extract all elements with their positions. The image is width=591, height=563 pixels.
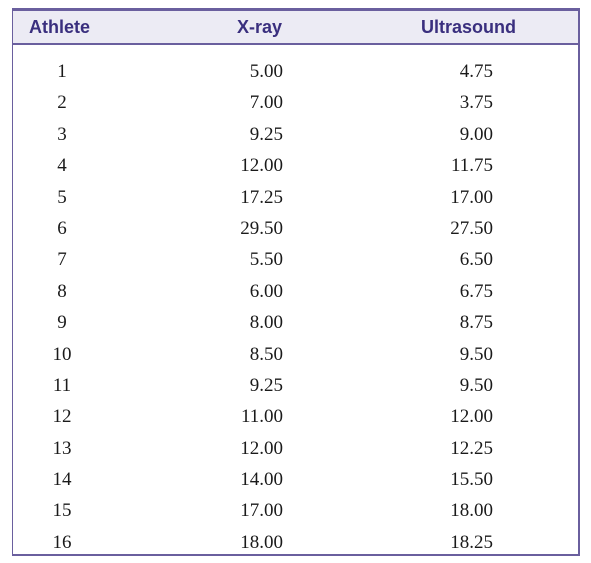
cell-ultrasound: 8.75: [459, 312, 493, 334]
table-row: 12 11.00 12.00: [13, 401, 578, 432]
cell-athlete: 3: [57, 123, 67, 145]
cell-ultrasound: 18.25: [450, 531, 493, 553]
table-row: 2 7.00 3.75: [13, 87, 578, 118]
cell-xray: 29.50: [240, 217, 283, 239]
cell-ultrasound: 9.50: [459, 343, 493, 365]
table-row: 13 12.00 12.25: [13, 433, 578, 464]
cell-xray: 5.50: [249, 249, 283, 271]
column-header-ultrasound: Ultrasound: [421, 17, 517, 37]
cell-athlete: 1: [57, 61, 67, 82]
cell-athlete: 6: [57, 217, 67, 239]
table-row: 11 9.25 9.50: [13, 370, 578, 401]
cell-ultrasound: 17.00: [450, 186, 493, 208]
cell-xray: 17.25: [240, 186, 283, 208]
cell-athlete: 15: [52, 500, 72, 522]
cell-ultrasound: 6.75: [459, 280, 493, 302]
table-row: 4 12.00 11.75: [13, 150, 578, 181]
table-row: 8 6.00 6.75: [13, 276, 578, 307]
column-header-athlete: Athlete: [29, 17, 91, 37]
table-row: 14 14.00 15.50: [13, 464, 578, 495]
cell-xray: 18.00: [240, 531, 283, 553]
cell-xray: 12.00: [240, 437, 283, 459]
cell-athlete: 10: [52, 343, 72, 365]
cell-ultrasound: 6.50: [459, 249, 493, 271]
table-row: 7 5.50 6.50: [13, 244, 578, 275]
cell-xray: 11.00: [240, 406, 283, 428]
table-body: 1 5.00 4.75 2 7.00 3.75 3 9.25 9.00 4 12.00 11.75 5 1…: [13, 56, 578, 558]
cell-xray: 7.00: [249, 92, 283, 114]
column-header-xray: X-ray: [237, 17, 283, 37]
cell-athlete: 9: [57, 312, 67, 334]
table-row: 10 8.50 9.50: [13, 339, 578, 370]
cell-ultrasound: 9.50: [459, 374, 493, 396]
cell-athlete: 7: [57, 249, 67, 271]
table-row: 15 17.00 18.00: [13, 495, 578, 526]
cell-xray: 8.50: [249, 343, 283, 365]
cell-ultrasound: 3.75: [459, 92, 493, 114]
cell-ultrasound: 12.00: [450, 406, 493, 428]
cell-athlete: 13: [52, 437, 72, 459]
table-header-row: Athlete X-ray Ultrasound: [13, 11, 578, 45]
cell-xray: 9.25: [249, 123, 283, 145]
cell-athlete: 16: [52, 531, 72, 553]
cell-ultrasound: 11.75: [450, 155, 493, 177]
cell-ultrasound: 4.75: [459, 61, 493, 82]
cell-ultrasound: 18.00: [450, 500, 493, 522]
table-row: 6 29.50 27.50: [13, 213, 578, 244]
cell-xray: 6.00: [249, 280, 283, 302]
cell-athlete: 4: [57, 155, 67, 177]
cell-ultrasound: 15.50: [450, 469, 493, 491]
cell-xray: 14.00: [240, 469, 283, 491]
cell-xray: 17.00: [240, 500, 283, 522]
cell-athlete: 14: [52, 469, 72, 491]
cell-xray: 5.00: [249, 61, 283, 82]
cell-athlete: 8: [57, 280, 67, 302]
table-row: 1 5.00 4.75: [13, 56, 578, 87]
cell-ultrasound: 27.50: [450, 217, 493, 239]
cell-xray: 9.25: [249, 374, 283, 396]
cell-xray: 8.00: [249, 312, 283, 334]
table-row: 9 8.00 8.75: [13, 307, 578, 338]
table-row: 16 18.00 18.25: [13, 527, 578, 558]
cell-athlete: 2: [57, 92, 67, 114]
cell-ultrasound: 9.00: [459, 123, 493, 145]
data-table: Athlete X-ray Ultrasound 1 5.00 4.75 2 7.00 3…: [12, 8, 580, 556]
cell-athlete: 11: [52, 374, 72, 396]
cell-athlete: 5: [57, 186, 67, 208]
table-row: 5 17.25 17.00: [13, 182, 578, 213]
table-row: 3 9.25 9.00: [13, 119, 578, 150]
cell-athlete: 12: [52, 406, 72, 428]
cell-ultrasound: 12.25: [450, 437, 493, 459]
cell-xray: 12.00: [240, 155, 283, 177]
